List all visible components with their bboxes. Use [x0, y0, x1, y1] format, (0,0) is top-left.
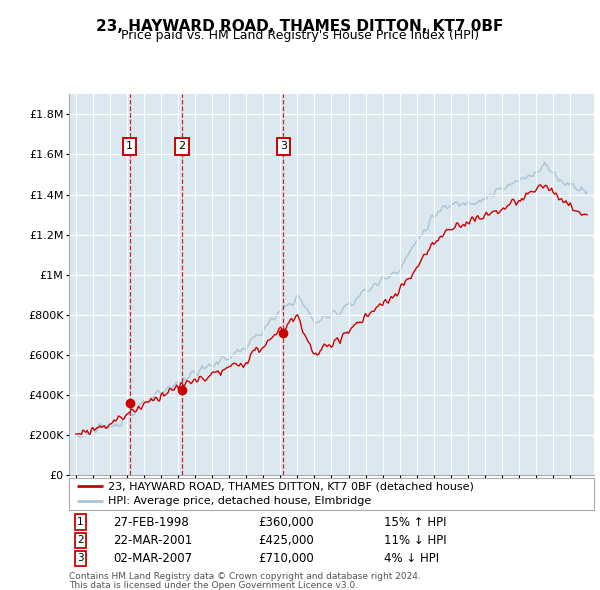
Text: Price paid vs. HM Land Registry's House Price Index (HPI): Price paid vs. HM Land Registry's House … [121, 30, 479, 42]
Text: HPI: Average price, detached house, Elmbridge: HPI: Average price, detached house, Elmb… [109, 496, 371, 506]
Text: 23, HAYWARD ROAD, THAMES DITTON, KT7 0BF (detached house): 23, HAYWARD ROAD, THAMES DITTON, KT7 0BF… [109, 481, 474, 491]
Text: 15% ↑ HPI: 15% ↑ HPI [384, 516, 446, 529]
Text: 1: 1 [77, 517, 84, 527]
Text: 27-FEB-1998: 27-FEB-1998 [113, 516, 190, 529]
Text: £360,000: £360,000 [258, 516, 314, 529]
Text: 3: 3 [77, 553, 84, 563]
Text: 02-MAR-2007: 02-MAR-2007 [113, 552, 193, 565]
Text: 2: 2 [77, 535, 84, 545]
Text: 3: 3 [280, 142, 287, 152]
Text: 11% ↓ HPI: 11% ↓ HPI [384, 533, 446, 547]
Text: Contains HM Land Registry data © Crown copyright and database right 2024.: Contains HM Land Registry data © Crown c… [69, 572, 421, 581]
Text: 22-MAR-2001: 22-MAR-2001 [113, 533, 193, 547]
Text: 4% ↓ HPI: 4% ↓ HPI [384, 552, 439, 565]
Text: 2: 2 [178, 142, 185, 152]
Text: This data is licensed under the Open Government Licence v3.0.: This data is licensed under the Open Gov… [69, 581, 358, 589]
Text: £425,000: £425,000 [258, 533, 314, 547]
Text: 1: 1 [126, 142, 133, 152]
Text: 23, HAYWARD ROAD, THAMES DITTON, KT7 0BF: 23, HAYWARD ROAD, THAMES DITTON, KT7 0BF [97, 19, 503, 34]
Text: £710,000: £710,000 [258, 552, 314, 565]
